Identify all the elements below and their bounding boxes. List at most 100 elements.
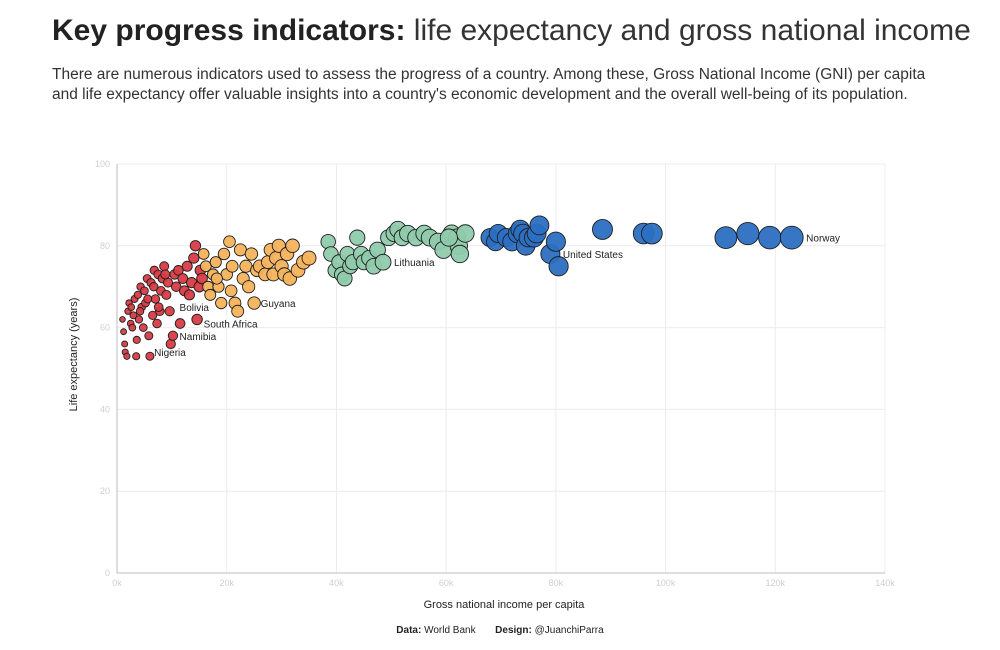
data-point-red [164, 306, 175, 317]
data-point-green [349, 229, 366, 246]
data-point-red [123, 352, 131, 360]
data-point-red [120, 328, 127, 336]
data-point-red [145, 351, 155, 361]
data-point-blue [714, 226, 738, 250]
data-point-red [161, 289, 172, 300]
footer-design-label: Design: [495, 625, 532, 636]
data-point-red [144, 331, 154, 341]
data-point-orange [301, 250, 317, 266]
y-axis-label: Life expectancy (years) [68, 298, 80, 412]
data-point-red [132, 352, 141, 361]
data-point-red [148, 310, 158, 320]
annotation-label: South Africa [204, 320, 258, 331]
data-point-blue [758, 225, 782, 250]
data-point-red [167, 330, 179, 341]
data-point-red [188, 252, 200, 264]
footer: Data: World Bank Design: @JuanchiParra [0, 625, 1000, 636]
data-point-blue [548, 256, 569, 277]
data-point-orange [204, 288, 217, 301]
data-point-red [135, 307, 145, 316]
data-point-green [450, 244, 470, 264]
x-tick-label: 0k [112, 578, 122, 588]
data-point-red [152, 318, 162, 329]
data-point-red [174, 318, 186, 329]
data-point-blue [545, 231, 566, 252]
data-point-red [133, 290, 142, 299]
y-tick-label: 20 [100, 486, 110, 496]
data-point-orange [210, 272, 223, 285]
data-point-red [121, 340, 129, 348]
annotation-label: Nigeria [154, 348, 186, 359]
data-point-orange [242, 280, 256, 294]
footer-data-label: Data: [396, 625, 422, 636]
data-point-red [177, 273, 189, 284]
x-tick-label: 100k [656, 578, 676, 588]
data-point-orange [223, 235, 236, 249]
data-point-red [139, 323, 148, 332]
data-point-orange [197, 248, 210, 260]
data-point-blue [641, 222, 663, 245]
data-point-red [173, 265, 184, 276]
annotation-label: Namibia [180, 332, 217, 343]
data-point-orange [215, 296, 228, 310]
page-subtitle: There are numerous indicators used to as… [52, 66, 926, 103]
data-point-red [181, 260, 193, 272]
annotation-label: United States [563, 250, 623, 261]
data-point-green [439, 228, 458, 247]
title-light: life expectancy and gross national incom… [413, 14, 971, 47]
data-point-red [132, 335, 141, 344]
x-tick-label: 120k [766, 578, 786, 588]
data-point-red [153, 302, 164, 312]
data-point-orange [231, 304, 245, 318]
footer-design-value: @JuanchiParra [534, 625, 604, 636]
annotation-label: Norway [806, 234, 840, 245]
x-axis-label: Gross national income per capita [424, 599, 586, 611]
data-point-red [140, 286, 149, 296]
y-tick-label: 60 [100, 323, 110, 333]
data-point-red [150, 294, 161, 304]
data-point-red [143, 294, 153, 304]
data-point-green [456, 224, 475, 243]
data-point-red [183, 289, 195, 301]
x-tick-label: 80k [549, 578, 564, 588]
x-tick-label: 40k [329, 578, 344, 588]
data-point-red [191, 313, 203, 326]
footer-data-value: World Bank [424, 625, 476, 636]
y-tick-label: 0 [105, 568, 110, 578]
data-point-orange [224, 284, 238, 298]
data-point-red [189, 240, 202, 252]
data-point-red [128, 323, 137, 332]
data-point-red [149, 282, 159, 292]
annotation-label: Lithuania [394, 258, 435, 269]
annotation-label: Bolivia [180, 303, 210, 314]
data-point-orange [209, 256, 222, 269]
x-tick-label: 140k [875, 578, 895, 588]
data-point-orange [244, 247, 259, 261]
data-point-red [196, 272, 208, 285]
page-title: Key progress indicators: life expectancy… [52, 14, 971, 48]
data-point-red [159, 261, 170, 272]
y-tick-label: 100 [95, 159, 110, 169]
data-point-orange [217, 247, 231, 261]
data-point-blue [529, 215, 550, 236]
x-tick-label: 20k [219, 578, 234, 588]
title-bold: Key progress indicators: [52, 14, 406, 47]
data-point-green [374, 253, 392, 271]
data-point-red [119, 316, 126, 323]
annotation-label: Guyana [261, 299, 296, 310]
data-point-red [134, 315, 144, 324]
data-point-blue [736, 221, 760, 246]
y-tick-label: 80 [100, 241, 110, 251]
data-point-orange [233, 243, 247, 257]
data-point-orange [285, 238, 300, 254]
data-point-red [160, 269, 171, 280]
data-point-blue [592, 218, 613, 240]
data-point-blue [779, 225, 804, 250]
data-point-red [129, 311, 138, 320]
y-tick-label: 40 [100, 404, 110, 414]
data-point-red [127, 303, 136, 311]
data-point-orange [225, 259, 239, 273]
x-tick-label: 60k [439, 578, 454, 588]
data-point-orange [247, 296, 261, 310]
